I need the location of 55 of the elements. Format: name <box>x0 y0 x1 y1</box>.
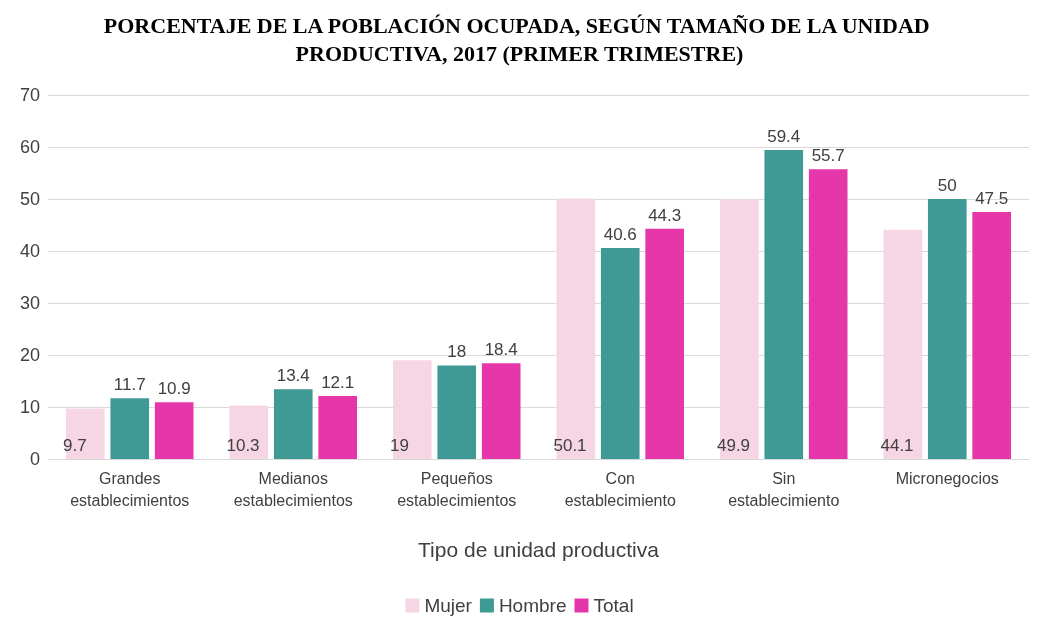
bar <box>556 198 596 459</box>
y-tick-label: 0 <box>29 449 40 469</box>
bar <box>972 212 1012 459</box>
data-label: 44.3 <box>648 205 682 225</box>
bar <box>481 363 521 459</box>
data-label: 18.4 <box>484 340 518 360</box>
y-tick-label: 10 <box>19 397 40 417</box>
bar <box>600 247 640 459</box>
bar <box>883 229 923 459</box>
y-tick-label: 30 <box>19 293 40 313</box>
bar <box>318 396 358 459</box>
bar <box>645 228 685 459</box>
x-tick-label: Grandes establecimientos <box>70 469 190 509</box>
bar <box>273 389 313 459</box>
data-label: 11.7 <box>113 375 146 395</box>
bar <box>719 199 759 459</box>
data-label: 49.9 <box>716 436 751 455</box>
bar <box>437 365 477 459</box>
x-tick-label: Medianos establecimientos <box>233 469 353 509</box>
bar <box>392 360 432 459</box>
data-label: 13.4 <box>276 366 310 386</box>
x-tick-label: Micronegocios <box>895 469 999 487</box>
data-label: 9.7 <box>62 436 87 455</box>
chart-title: PORCENTAJE DE LA POBLACIÓN OCUPADA, SEGÚN TAMAÑO DE LA UNIDAD PRODUCTIVA, 2017 (PRIMER TRIMESTRE) <box>103 12 936 66</box>
bar <box>927 199 967 459</box>
y-tick-label: 70 <box>19 85 40 105</box>
data-label: 55.7 <box>811 146 845 166</box>
bar <box>110 398 150 459</box>
legend-label: Total <box>593 595 634 616</box>
x-axis-title: Tipo de unidad productiva <box>418 538 660 561</box>
legend-label: Mujer <box>424 595 473 616</box>
data-label: 19 <box>389 436 409 455</box>
bar <box>229 405 269 459</box>
bar <box>154 402 194 459</box>
y-tick-label: 40 <box>19 241 40 261</box>
data-label: 12.1 <box>321 373 355 393</box>
data-label: 47.5 <box>975 189 1009 208</box>
bar <box>65 408 105 459</box>
legend-label: Hombre <box>498 595 567 616</box>
data-label: 44.1 <box>880 436 914 455</box>
bar <box>808 169 848 459</box>
y-tick-label: 60 <box>19 137 40 157</box>
data-label: 10.3 <box>226 436 260 455</box>
data-label: 59.4 <box>767 127 801 147</box>
data-label: 40.6 <box>603 224 637 244</box>
x-tick-label: Sin establecimiento <box>728 469 840 509</box>
y-tick-label: 20 <box>19 345 40 365</box>
bar <box>764 150 804 459</box>
data-label: 18 <box>447 342 467 362</box>
x-tick-label: Con establecimiento <box>564 469 676 509</box>
data-label: 50 <box>937 176 957 195</box>
y-tick-label: 50 <box>19 189 40 209</box>
data-label: 10.9 <box>157 379 191 399</box>
data-label: 50.1 <box>553 436 587 455</box>
x-tick-label: Pequeños establecimientos <box>397 469 517 509</box>
